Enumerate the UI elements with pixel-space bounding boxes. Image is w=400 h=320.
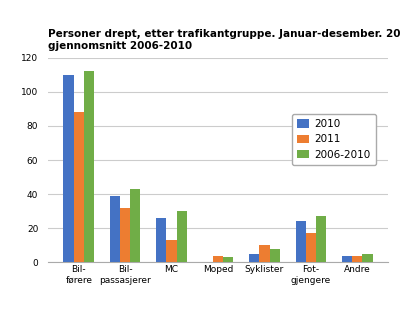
Bar: [249, 254, 259, 262]
Bar: [84, 71, 94, 262]
Bar: [342, 256, 352, 262]
Bar: [270, 249, 280, 262]
Bar: [120, 208, 130, 262]
Bar: [352, 256, 362, 262]
Bar: [166, 240, 177, 262]
Bar: [130, 189, 140, 262]
Text: Personer drept, etter trafikantgruppe. Januar-desember. 2010-2011 og
gjennomsnit: Personer drept, etter trafikantgruppe. J…: [48, 29, 400, 51]
Bar: [64, 75, 74, 262]
Bar: [74, 112, 84, 262]
Bar: [316, 216, 326, 262]
Bar: [177, 211, 187, 262]
Bar: [156, 218, 166, 262]
Bar: [259, 245, 270, 262]
Bar: [296, 221, 306, 262]
Bar: [223, 257, 233, 262]
Bar: [362, 254, 372, 262]
Legend: 2010, 2011, 2006-2010: 2010, 2011, 2006-2010: [292, 114, 376, 165]
Bar: [306, 233, 316, 262]
Bar: [110, 196, 120, 262]
Bar: [213, 256, 223, 262]
